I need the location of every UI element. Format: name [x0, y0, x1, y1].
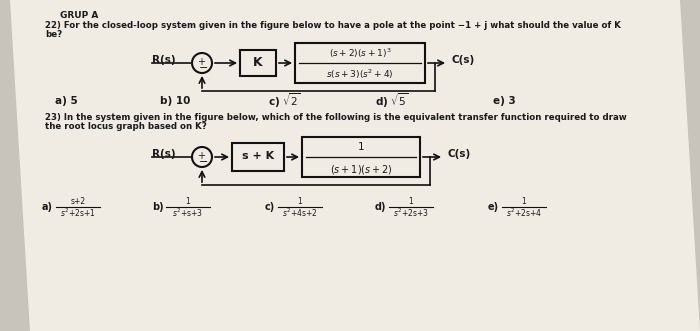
Text: $s^2$+2s+4: $s^2$+2s+4: [506, 207, 542, 219]
Text: b) 10: b) 10: [160, 96, 190, 106]
Text: +: +: [197, 57, 205, 67]
Text: c): c): [265, 202, 275, 212]
Text: $(s + 1)(s + 2)$: $(s + 1)(s + 2)$: [330, 163, 393, 175]
Text: R(s): R(s): [152, 55, 176, 65]
FancyBboxPatch shape: [295, 43, 425, 83]
Text: +: +: [197, 151, 205, 161]
Text: $s^2$+2s+3: $s^2$+2s+3: [393, 207, 429, 219]
Text: be?: be?: [45, 30, 62, 39]
Text: C(s): C(s): [452, 55, 475, 65]
Text: s + K: s + K: [242, 151, 274, 161]
Text: b): b): [152, 202, 164, 212]
Text: $s^2$+s+3: $s^2$+s+3: [172, 207, 204, 219]
Text: R(s): R(s): [152, 149, 176, 159]
Text: e): e): [488, 202, 499, 212]
Text: a): a): [42, 202, 53, 212]
Text: the root locus graph based on K?: the root locus graph based on K?: [45, 122, 206, 131]
Text: e) 3: e) 3: [493, 96, 516, 106]
Text: 1: 1: [522, 197, 526, 206]
Text: s+2: s+2: [71, 197, 85, 206]
Text: C(s): C(s): [448, 149, 471, 159]
Text: −: −: [199, 63, 209, 73]
Text: 1: 1: [298, 197, 302, 206]
Text: GRUP A: GRUP A: [60, 11, 99, 20]
Text: c) $\sqrt{2}$: c) $\sqrt{2}$: [268, 92, 300, 110]
Text: 1: 1: [186, 197, 190, 206]
Text: d): d): [375, 202, 386, 212]
Polygon shape: [10, 0, 700, 331]
Text: 22) For the closed-loop system given in the figure below to have a pole at the p: 22) For the closed-loop system given in …: [45, 21, 621, 30]
Text: $(s + 2)(s + 1)^3$: $(s + 2)(s + 1)^3$: [329, 46, 391, 60]
FancyBboxPatch shape: [302, 137, 420, 177]
Text: a) 5: a) 5: [55, 96, 78, 106]
Text: 1: 1: [409, 197, 414, 206]
Text: −: −: [199, 157, 209, 167]
Text: $s(s + 3)(s^2+4)$: $s(s + 3)(s^2+4)$: [326, 67, 394, 81]
Text: d) $\sqrt{5}$: d) $\sqrt{5}$: [375, 92, 409, 110]
Text: 23) In the system given in the figure below, which of the following is the equiv: 23) In the system given in the figure be…: [45, 113, 626, 122]
FancyBboxPatch shape: [232, 143, 284, 171]
Text: K: K: [253, 56, 262, 69]
Text: $s^2$+4s+2: $s^2$+4s+2: [282, 207, 318, 219]
Text: $s^2$+2s+1: $s^2$+2s+1: [60, 207, 96, 219]
FancyBboxPatch shape: [240, 50, 276, 76]
Text: 1: 1: [358, 142, 364, 152]
